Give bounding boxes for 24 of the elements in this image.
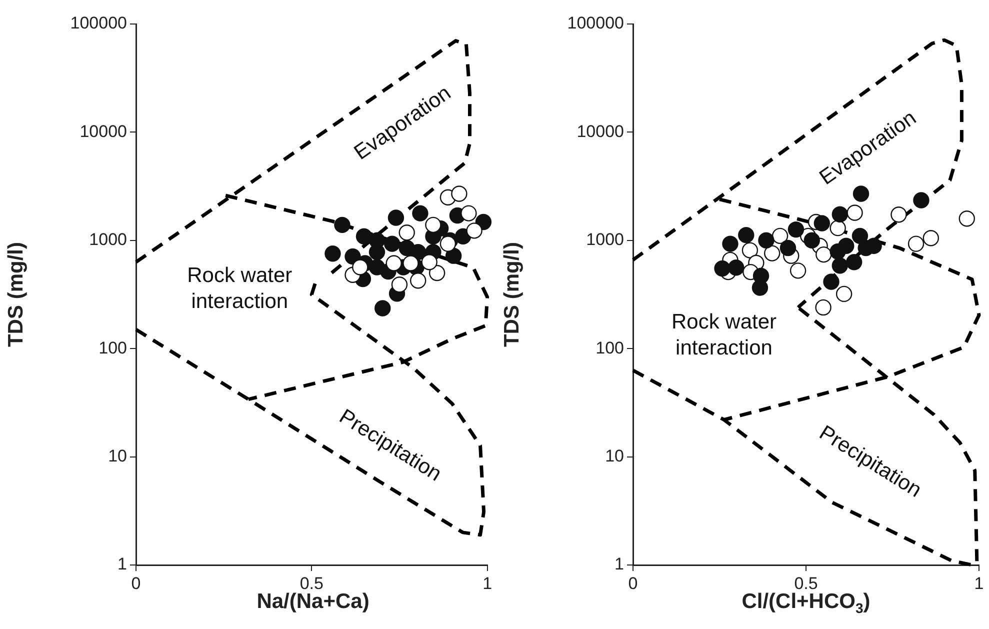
y-tick-label: 100000 <box>567 14 624 33</box>
x-tick-label: 0.5 <box>794 574 818 593</box>
y-tick-label: 100 <box>596 338 624 358</box>
x-tick-label: 1 <box>974 574 984 593</box>
x-tick-label: 0 <box>628 574 638 593</box>
annotation: Rock water interaction <box>671 310 777 360</box>
y-tick-label: 1000 <box>89 230 127 250</box>
y-tick-label: 10 <box>605 446 624 466</box>
y-tick-label: 10 <box>108 446 127 466</box>
x-axis-title: Na/(Na+Ca) <box>256 590 370 613</box>
y-tick-label: 1 <box>118 554 127 574</box>
x-tick-label: 1 <box>482 574 492 593</box>
x-axis-title: Cl/(Cl+HCO$_{3}$) <box>742 590 870 616</box>
y-tick-label: 100000 <box>70 14 127 33</box>
y-tick-label: 1 <box>614 554 624 574</box>
y-axis-title: TDS (mg/l) <box>4 242 28 347</box>
annotation: Rock water interaction <box>187 264 292 313</box>
y-tick-label: 1000 <box>586 230 624 250</box>
y-axis-title: TDS (mg/l) <box>500 242 524 347</box>
y-tick-label: 100 <box>98 338 127 358</box>
y-tick-label: 10000 <box>80 122 127 141</box>
x-tick-label: 0.5 <box>300 574 324 593</box>
x-tick-label: 0 <box>131 574 141 593</box>
y-tick-label: 10000 <box>576 122 624 141</box>
